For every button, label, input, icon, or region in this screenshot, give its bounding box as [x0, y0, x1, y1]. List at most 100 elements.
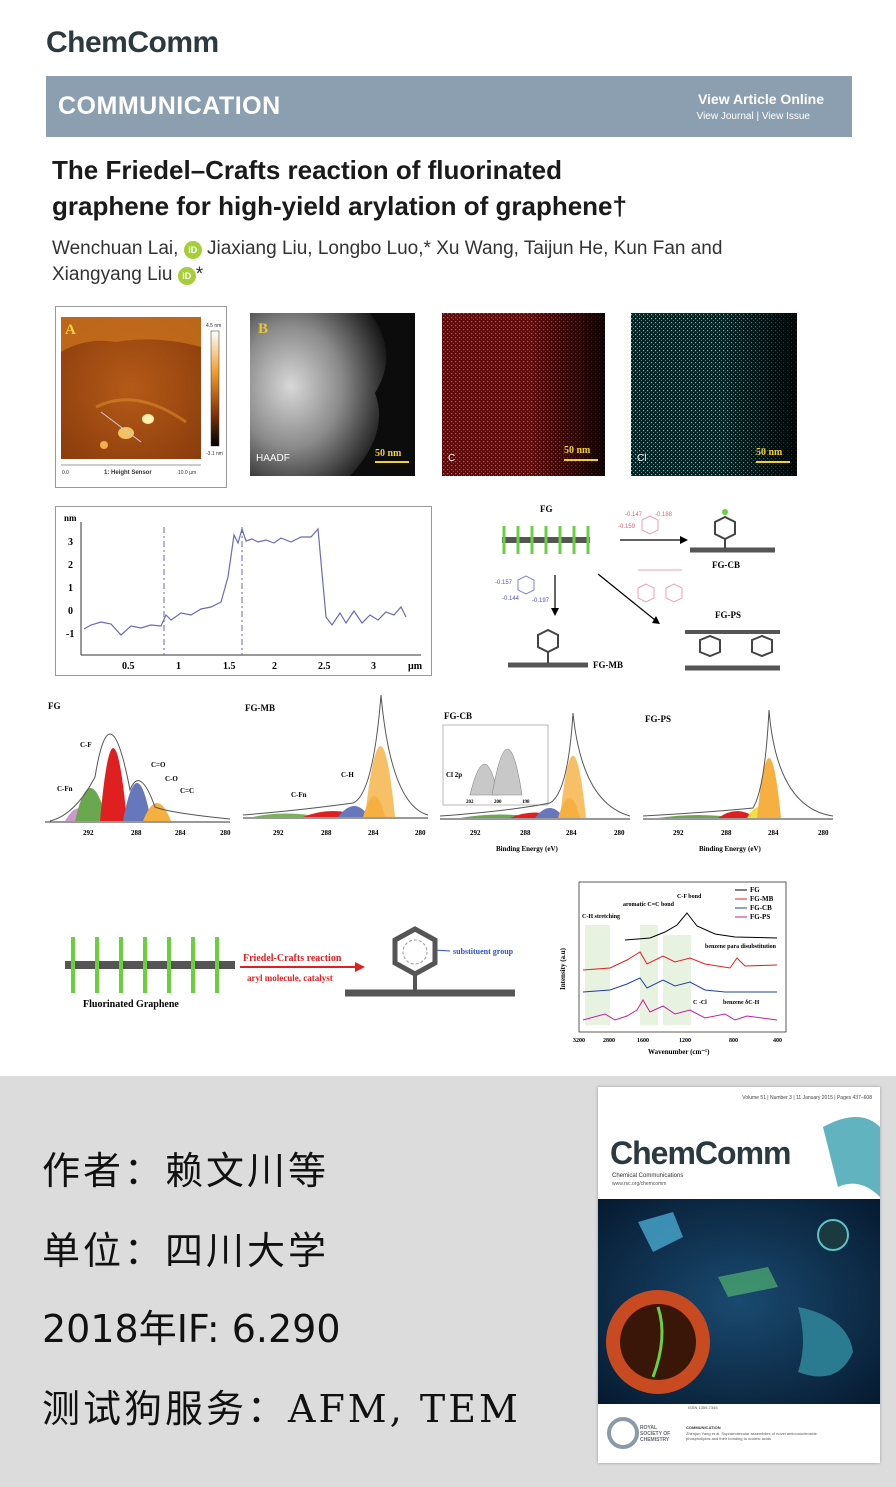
- chlorine-map-panel: Cl 50 nm: [631, 313, 797, 476]
- xps-fg-tick-288: 288: [131, 829, 142, 837]
- xps-fgcb-inset-200: 200: [494, 800, 502, 805]
- xps-fgps-tick-292: 292: [673, 829, 684, 837]
- xps-fgps-tick-284: 284: [768, 829, 779, 837]
- profile-ytick-3: 3: [68, 537, 73, 548]
- view-article-online-link[interactable]: View Article Online: [697, 91, 824, 107]
- height-profile-panel: nm 3 2 1 0 -1 0.5 1 1.5 2 2.5 3 µm: [55, 506, 432, 676]
- profile-xunit: µm: [408, 661, 423, 672]
- title-line-2: graphene for high-yield arylation of gra…: [52, 191, 627, 221]
- mb-charge-2: -0.144: [502, 596, 520, 602]
- afm-axis-right: 10.0 µm: [178, 470, 196, 476]
- xps-fgmb-tick-280: 280: [415, 829, 426, 837]
- carbon-map: C 50 nm: [442, 313, 605, 476]
- xps-fgmb-label-cfn: C-Fn: [291, 791, 307, 799]
- haadf-name: HAADF: [256, 453, 290, 464]
- reaction-scheme-panel: FG -0.147 -0.188 -0.159 FG-CB: [490, 500, 850, 680]
- carbon-map-name: C: [448, 453, 455, 464]
- arylated-graphene: [345, 926, 515, 997]
- cover-issn: ISSN 1359-7345: [688, 1405, 718, 1410]
- afm-image: A 4.5 nm -3.1 nm 0.0 1: Height Sensor 10…: [61, 317, 223, 476]
- xps-fgcb-tick-280: 280: [614, 829, 625, 837]
- author-list: Wenchuan Lai, iD Jiaxiang Liu, Longbo Lu…: [52, 236, 842, 288]
- afm-axis-left: 0.0: [62, 470, 69, 476]
- fg-cb-molecule: [690, 509, 775, 553]
- xps-fg-label-cc: C=C: [180, 787, 194, 795]
- friedel-crafts-graphic: Fluorinated Graphene Friedel-Crafts reac…: [55, 915, 535, 1015]
- profile-xtick-05: 0.5: [122, 661, 135, 672]
- fg-mb-molecule: [508, 628, 588, 668]
- xps-fgps-title: FG-PS: [645, 714, 671, 724]
- xps-fgcb-xlabel: Binding Energy (eV): [496, 845, 559, 853]
- xps-fg-label-cfn: C-Fn: [57, 785, 73, 793]
- ftir-note-ch: C-H stretching: [582, 914, 620, 920]
- scheme-fg-ps: FG-PS: [715, 610, 741, 620]
- ftir-xtick-1200: 1200: [679, 1038, 691, 1044]
- ftir-note-cf: C-F bond: [677, 894, 702, 900]
- cover-subtitle: Chemical Communications: [612, 1173, 684, 1179]
- view-journal-issue-links[interactable]: View Journal | View Issue: [696, 111, 810, 122]
- xps-fgmb-label-ch: C-H: [341, 771, 354, 779]
- xps-fgmb-tick-292: 292: [273, 829, 284, 837]
- xps-fg-tick-292: 292: [83, 829, 94, 837]
- profile-xtick-1: 1: [176, 661, 181, 672]
- ftir-panel: Intensity (a.u) C-H stretching aromatic …: [555, 880, 790, 1060]
- carbon-map-scale: 50 nm: [564, 445, 591, 456]
- orcid-icon[interactable]: iD: [183, 241, 202, 259]
- title-line-1: The Friedel–Crafts reaction of fluorinat…: [52, 155, 562, 185]
- profile-ytick-0: 0: [68, 606, 73, 617]
- afm-scale-bottom: -3.1 nm: [206, 451, 223, 457]
- carbon-map-panel: C 50 nm: [442, 313, 605, 476]
- haadf-image: B HAADF 50 nm: [250, 313, 415, 476]
- cb-charge-3: -0.159: [618, 524, 636, 530]
- xps-fg-label-cf: C-F: [80, 741, 92, 749]
- authors-rest: Jiaxiang Liu, Longbo Luo,* Xu Wang, Taij…: [201, 238, 723, 259]
- journal-name: ChemComm: [46, 26, 219, 59]
- chlorine-map-scale: 50 nm: [756, 447, 783, 458]
- footer-unit: 单位：四川大学: [42, 1229, 330, 1273]
- xps-fgps-xlabel: Binding Energy (eV): [699, 845, 762, 853]
- ftir-xtick-3200: 3200: [573, 1038, 585, 1044]
- orcid-icon-2[interactable]: iD: [177, 267, 196, 285]
- haadf-image-panel: B HAADF 50 nm: [250, 313, 415, 476]
- xps-fg-label-co1: C=O: [151, 761, 166, 769]
- ftir-legend-fgmb: FG-MB: [750, 895, 774, 903]
- profile-xtick-3: 3: [371, 661, 376, 672]
- author-last: Xiangyang Liu: [52, 264, 173, 285]
- profile-xtick-25: 2.5: [318, 661, 331, 672]
- cover-art: [598, 1117, 880, 1463]
- xps-fgcb-inset-198: 198: [522, 800, 530, 805]
- corresponding-mark: *: [195, 264, 204, 285]
- xps-fgmb-title: FG-MB: [245, 703, 275, 713]
- reaction-arrow-top: Friedel-Crafts reaction: [243, 953, 342, 964]
- chlorine-map-name: Cl: [637, 453, 646, 464]
- cover-meta: Volume 51 | Number 3 | 11 January 2015 |…: [742, 1095, 872, 1101]
- haadf-label: B: [258, 321, 268, 337]
- xps-fgcb-tick-292: 292: [470, 829, 481, 837]
- chlorine-map: Cl 50 nm: [631, 313, 797, 476]
- haadf-scale: 50 nm: [375, 448, 402, 459]
- fg-graphic-label: Fluorinated Graphene: [83, 999, 179, 1010]
- xps-fgcb-chart: FG-CB Cl 2p 202 200 198 292 288 284 280 …: [439, 711, 631, 853]
- substituent-label: substituent group: [453, 947, 514, 956]
- xps-fg-chart: FG C-F C-Fn C=O C-O C=C 292 288 284 280: [45, 701, 231, 837]
- xps-fg-tick-284: 284: [175, 829, 186, 837]
- afm-scale-top: 4.5 nm: [206, 323, 221, 329]
- fluorinated-graphene-chain: [65, 937, 235, 993]
- xps-fgcb-panel: FG-CB Cl 2p 202 200 198 292 288 284 280 …: [439, 703, 635, 855]
- ftir-xlabel: Wavenumber (cm⁻¹): [648, 1048, 710, 1056]
- xps-fgcb-inset-202: 202: [466, 800, 474, 805]
- author-first: Wenchuan Lai,: [52, 238, 179, 259]
- xps-fg-label-co2: C-O: [165, 775, 178, 783]
- xps-fgcb-title: FG-CB: [444, 711, 472, 721]
- ftir-note-cc: aromatic C=C bond: [623, 902, 675, 908]
- ftir-chart: Intensity (a.u) C-H stretching aromatic …: [559, 881, 787, 1056]
- ftir-xtick-800: 800: [729, 1038, 738, 1044]
- reaction-scheme: FG -0.147 -0.188 -0.159 FG-CB: [495, 504, 780, 671]
- mb-charge-1: -0.157: [495, 580, 513, 586]
- reaction-arrow-bottom: aryl molecule, catalyst: [247, 973, 333, 983]
- xps-fgmb-panel: FG-MB C-H C-Fn 292 288 284 280: [242, 694, 433, 840]
- xps-fgps-tick-280: 280: [818, 829, 829, 837]
- profile-yunit: nm: [64, 513, 77, 523]
- afm-image-panel: A 4.5 nm -3.1 nm 0.0 1: Height Sensor 10…: [55, 306, 227, 488]
- profile-ytick-neg1: -1: [66, 629, 74, 640]
